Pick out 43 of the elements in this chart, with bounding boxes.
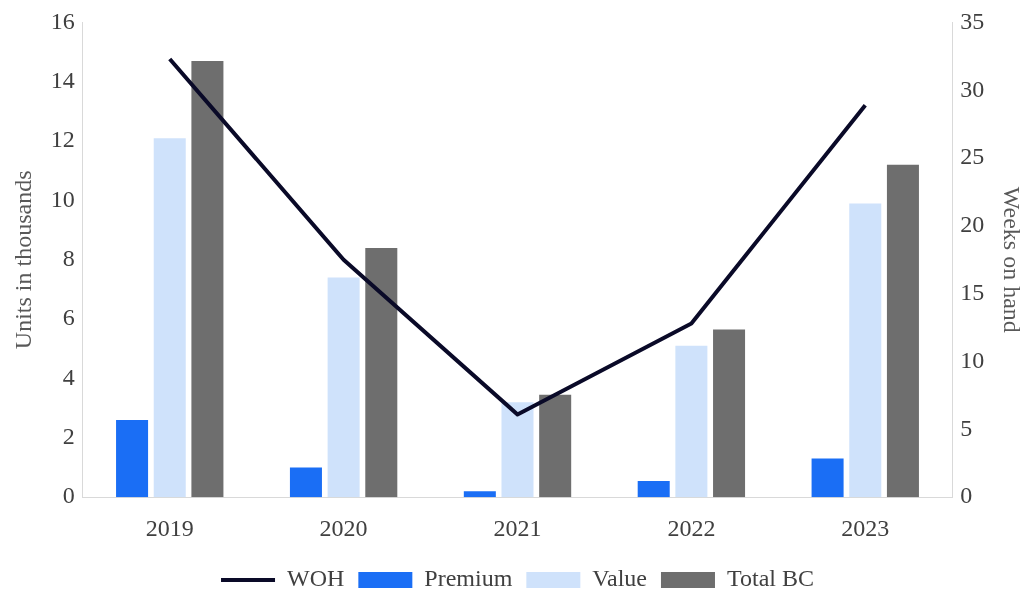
x-tick-label: 2020 xyxy=(319,514,368,541)
legend-label: WOH xyxy=(287,565,345,592)
x-tick-label: 2021 xyxy=(493,514,542,541)
y-tick-label: 8 xyxy=(62,245,75,272)
y-axis-title: Units in thousands xyxy=(9,170,36,350)
y-tick-label: 14 xyxy=(50,67,75,94)
bar xyxy=(365,247,398,498)
y-tick-label: 2 xyxy=(62,423,75,450)
y2-tick-label: 15 xyxy=(960,279,985,306)
bar xyxy=(153,138,186,498)
bar xyxy=(637,480,670,498)
y2-tick-label: 20 xyxy=(960,211,985,238)
x-tick-label: 2023 xyxy=(841,514,890,541)
y-tick-label: 0 xyxy=(62,482,75,509)
y2-tick-label: 10 xyxy=(960,346,985,373)
y-tick-label: 16 xyxy=(50,7,75,34)
x-tick-label: 2019 xyxy=(145,514,194,541)
y2-tick-label: 25 xyxy=(960,143,985,170)
bar xyxy=(811,458,844,498)
y-tick-label: 6 xyxy=(62,304,75,331)
bar xyxy=(713,329,746,498)
x-tick-label: 2022 xyxy=(667,514,716,541)
y-tick-label: 4 xyxy=(62,363,75,390)
y2-tick-label: 35 xyxy=(960,7,985,34)
legend-label: Premium xyxy=(424,565,513,592)
y2-axis-title: Weeks on hand xyxy=(999,186,1026,333)
bar xyxy=(675,345,708,498)
y2-tick-label: 5 xyxy=(960,414,973,441)
legend-label: Total BC xyxy=(726,565,814,592)
bar xyxy=(116,420,149,498)
bar xyxy=(191,60,224,498)
bar xyxy=(886,164,919,498)
bar xyxy=(539,394,572,498)
bar xyxy=(849,203,882,498)
y2-tick-label: 30 xyxy=(960,75,985,102)
bar xyxy=(327,277,360,498)
y-tick-label: 10 xyxy=(50,185,75,212)
legend-label: Value xyxy=(592,565,647,592)
y-tick-label: 12 xyxy=(50,126,75,153)
bar xyxy=(289,467,322,498)
bar xyxy=(501,402,534,498)
bar xyxy=(463,491,496,498)
y2-tick-label: 0 xyxy=(960,482,973,509)
